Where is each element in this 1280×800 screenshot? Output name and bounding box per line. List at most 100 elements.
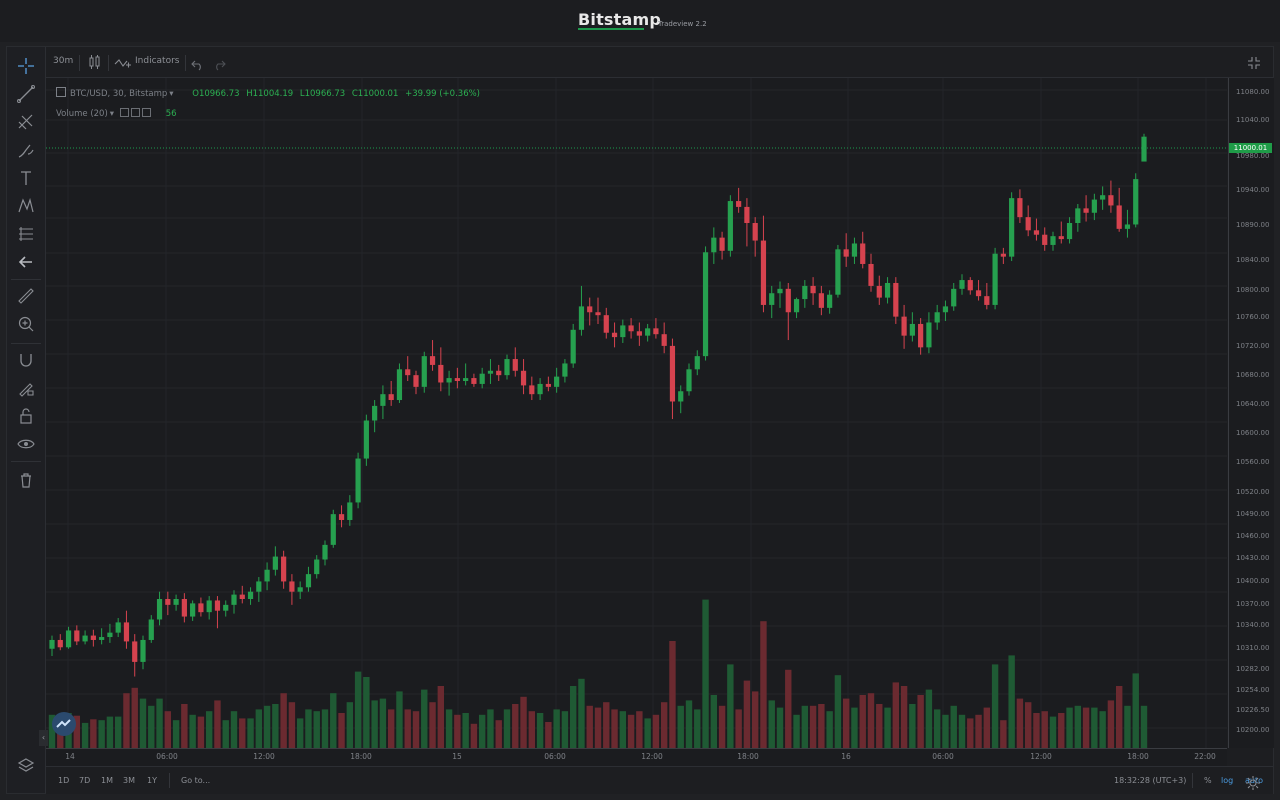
candle-body[interactable] bbox=[496, 370, 502, 376]
candle-body[interactable] bbox=[752, 223, 758, 241]
candle-body[interactable] bbox=[396, 369, 403, 401]
range-button-7d[interactable]: 7D bbox=[79, 776, 91, 785]
candle-body[interactable] bbox=[181, 598, 187, 617]
candle-body[interactable] bbox=[1050, 236, 1056, 245]
candle-body[interactable] bbox=[578, 306, 585, 330]
candle-body[interactable] bbox=[736, 201, 742, 207]
candle-body[interactable] bbox=[49, 639, 55, 649]
candle-body[interactable] bbox=[107, 632, 113, 638]
measure-tool-icon[interactable] bbox=[7, 221, 45, 247]
candle-body[interactable] bbox=[65, 630, 72, 648]
candle-body[interactable] bbox=[702, 252, 709, 357]
candle-body[interactable] bbox=[636, 331, 642, 336]
clock-time[interactable]: 18:32:28 (UTC+3) bbox=[1114, 776, 1187, 785]
lock-icon[interactable] bbox=[7, 403, 45, 429]
eye-icon[interactable] bbox=[131, 108, 141, 117]
candle-body[interactable] bbox=[421, 356, 427, 387]
scroll-left-button[interactable]: ‹ bbox=[39, 730, 48, 746]
candle-body[interactable] bbox=[1042, 234, 1048, 245]
price-axis[interactable] bbox=[1228, 78, 1274, 748]
log-toggle[interactable]: log bbox=[1221, 776, 1234, 785]
candle-body[interactable] bbox=[355, 458, 361, 503]
candle-body[interactable] bbox=[281, 556, 287, 582]
range-button-1m[interactable]: 1M bbox=[101, 776, 113, 785]
collapse-legend-icon[interactable] bbox=[56, 87, 66, 97]
candle-body[interactable] bbox=[554, 376, 560, 387]
redo-icon[interactable] bbox=[212, 56, 226, 75]
candle-body[interactable] bbox=[868, 263, 874, 286]
candle-body[interactable] bbox=[851, 243, 858, 257]
candle-body[interactable] bbox=[405, 369, 411, 376]
candle-body[interactable] bbox=[934, 312, 940, 323]
indicators-button[interactable]: Indicators bbox=[135, 56, 180, 66]
candle-body[interactable] bbox=[454, 378, 460, 382]
candle-body[interactable] bbox=[901, 316, 907, 336]
candle-body[interactable] bbox=[595, 312, 601, 316]
layers-icon[interactable] bbox=[7, 753, 45, 779]
candle-body[interactable] bbox=[719, 237, 725, 251]
candle-body[interactable] bbox=[471, 378, 477, 384]
chart-pane[interactable]: BTC/USD, 30, Bitstamp ▾ O10966.73 H11004.… bbox=[39, 78, 1227, 748]
eye-icon[interactable] bbox=[7, 431, 45, 457]
candle-body[interactable] bbox=[123, 622, 130, 642]
candle-body[interactable] bbox=[520, 370, 527, 386]
zoom-in-icon[interactable] bbox=[7, 311, 45, 337]
candle-body[interactable] bbox=[90, 635, 96, 640]
candle-body[interactable] bbox=[661, 334, 667, 346]
candle-body[interactable] bbox=[645, 328, 651, 336]
candle-body[interactable] bbox=[173, 598, 179, 605]
magnet-icon[interactable] bbox=[7, 347, 45, 373]
candle-body[interactable] bbox=[479, 373, 485, 384]
candle-body[interactable] bbox=[628, 325, 634, 332]
candles-style-icon[interactable] bbox=[88, 54, 102, 74]
candle-body[interactable] bbox=[785, 288, 791, 313]
candle-body[interactable] bbox=[256, 581, 262, 592]
candle-body[interactable] bbox=[835, 249, 841, 295]
candle-body[interactable] bbox=[860, 243, 866, 264]
candle-body[interactable] bbox=[140, 639, 146, 662]
lock-drawing-icon[interactable] bbox=[7, 375, 45, 401]
candle-body[interactable] bbox=[148, 619, 154, 640]
fullscreen-icon[interactable] bbox=[1246, 55, 1262, 75]
candle-body[interactable] bbox=[694, 356, 700, 370]
candle-body[interactable] bbox=[338, 514, 345, 520]
interval-button[interactable]: 30m bbox=[53, 56, 74, 66]
indicators-icon[interactable] bbox=[114, 55, 132, 74]
candle-body[interactable] bbox=[1033, 230, 1040, 235]
candle-body[interactable] bbox=[1025, 217, 1031, 231]
candle-body[interactable] bbox=[1108, 195, 1114, 206]
candle-body[interactable] bbox=[190, 603, 196, 617]
candle-body[interactable] bbox=[1141, 136, 1147, 162]
undo-icon[interactable] bbox=[191, 56, 205, 75]
candle-body[interactable] bbox=[1116, 205, 1122, 229]
candle-body[interactable] bbox=[413, 375, 419, 387]
brush-icon[interactable] bbox=[7, 137, 45, 163]
candle-body[interactable] bbox=[388, 394, 394, 401]
chevron-down-icon[interactable]: ▾ bbox=[109, 109, 115, 119]
candle-body[interactable] bbox=[653, 328, 659, 335]
candle-body[interactable] bbox=[132, 641, 138, 662]
arrow-left-icon[interactable] bbox=[7, 249, 45, 275]
candle-body[interactable] bbox=[115, 622, 121, 633]
candle-body[interactable] bbox=[372, 405, 378, 421]
crosshair-icon[interactable] bbox=[7, 53, 45, 79]
candle-body[interactable] bbox=[82, 635, 88, 642]
candle-body[interactable] bbox=[570, 329, 576, 364]
candle-body[interactable] bbox=[1017, 198, 1023, 218]
candle-body[interactable] bbox=[926, 322, 932, 348]
candle-body[interactable] bbox=[512, 359, 518, 371]
candle-body[interactable] bbox=[1133, 179, 1139, 225]
candle-body[interactable] bbox=[1066, 223, 1073, 240]
candle-body[interactable] bbox=[74, 630, 80, 642]
candle-body[interactable] bbox=[942, 306, 949, 313]
candle-body[interactable] bbox=[827, 294, 833, 308]
trash-icon[interactable] bbox=[7, 467, 45, 493]
settings-icon[interactable] bbox=[1246, 775, 1260, 794]
tradingview-logo-icon[interactable] bbox=[52, 712, 76, 736]
candle-body[interactable] bbox=[984, 296, 990, 305]
range-button-3m[interactable]: 3M bbox=[123, 776, 135, 785]
chevron-down-icon[interactable]: ▾ bbox=[169, 89, 174, 99]
candle-body[interactable] bbox=[992, 253, 998, 305]
candle-body[interactable] bbox=[587, 306, 593, 313]
candle-body[interactable] bbox=[951, 288, 957, 307]
